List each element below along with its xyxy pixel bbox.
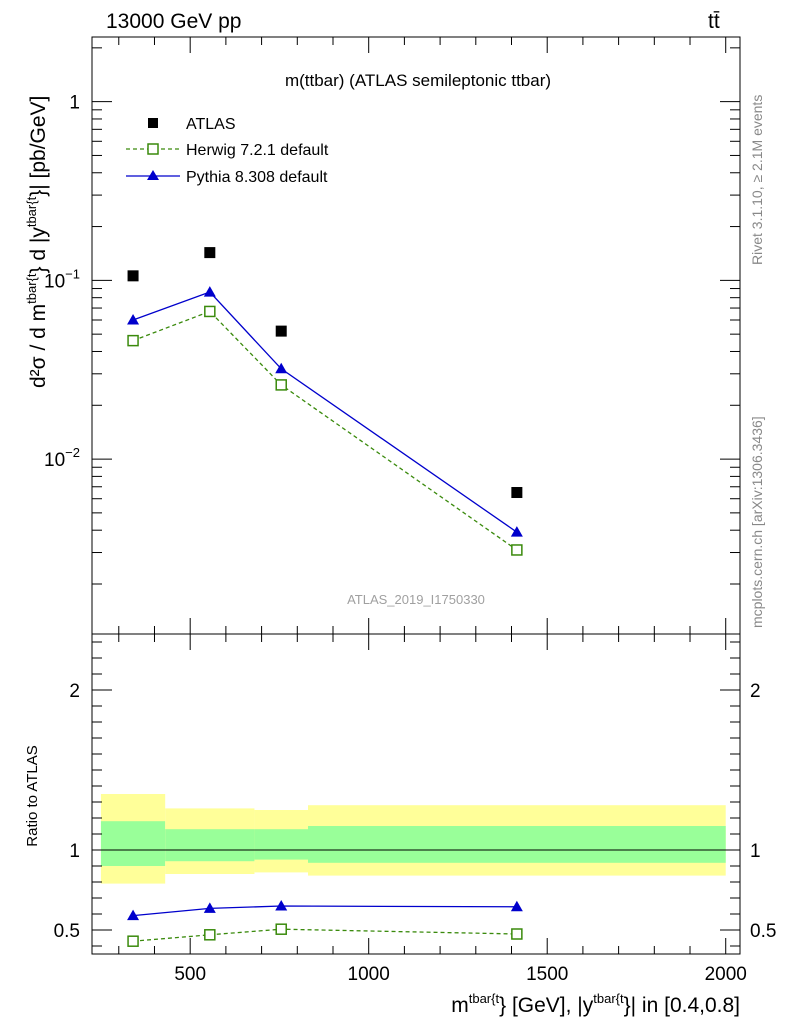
main-pythia-point bbox=[275, 362, 288, 374]
legend-entry-herwig: Herwig 7.2.1 default bbox=[126, 142, 329, 159]
energy-label: 13000 GeV pp bbox=[106, 10, 241, 33]
main-herwig-point bbox=[275, 379, 287, 391]
ratio-y-tick-label-left: 1 bbox=[69, 841, 80, 862]
main-pythia-line bbox=[132, 291, 518, 533]
ratio-uncertainty-bands bbox=[92, 794, 740, 884]
ratio-pythia-line bbox=[132, 905, 517, 917]
ratio-series-group bbox=[127, 900, 523, 947]
legend-marker-atlas bbox=[148, 118, 158, 128]
legend-entry-atlas: ATLAS bbox=[148, 116, 236, 133]
ratio-y-tick-label-right: 2 bbox=[750, 681, 761, 702]
main-y-tick-label: 10−2 bbox=[44, 445, 80, 471]
analysis-watermark: ATLAS_2019_I1750330 bbox=[347, 592, 485, 607]
main-axis-ticks: 1 10−1 10−2 bbox=[44, 37, 740, 634]
ratio-band-inner bbox=[308, 826, 726, 863]
legend-marker-herwig bbox=[147, 143, 159, 155]
main-plot-panel: 1 10−1 10−2 m(ttbar) (ATLAS semileptonic t… bbox=[24, 36, 741, 635]
main-y-tick-label: 10−1 bbox=[44, 266, 80, 292]
main-herwig-point bbox=[204, 305, 216, 318]
main-herwig-point bbox=[127, 334, 139, 347]
main-y-axis-label: d²σ / d mtbar{t} d |ytbar{t}| [pb/GeV] bbox=[24, 96, 50, 388]
ratio-band-inner bbox=[100, 821, 166, 866]
main-pythia-point bbox=[203, 286, 216, 297]
main-pythia-point bbox=[510, 526, 523, 537]
main-series-group bbox=[127, 247, 523, 556]
legend-marker-pythia bbox=[147, 170, 159, 180]
legend-label-atlas: ATLAS bbox=[186, 116, 236, 133]
ratio-band-inner bbox=[165, 829, 255, 862]
ratio-y-tick-label-left: 0.5 bbox=[54, 921, 80, 942]
ratio-herwig-point bbox=[275, 923, 287, 935]
ratio-plot-panel: 0.5 0.5 1 1 2 2 500 1000 1500 2000 Ratio to ATLAS… bbox=[24, 633, 776, 1017]
legend: ATLAS Herwig 7.2.1 default Pythia 8.308 … bbox=[126, 116, 329, 186]
ratio-plot-frame bbox=[91, 633, 741, 955]
legend-label-herwig: Herwig 7.2.1 default bbox=[186, 142, 329, 159]
legend-label-pythia: Pythia 8.308 default bbox=[186, 169, 328, 186]
process-label: tt̄ bbox=[708, 10, 720, 33]
ratio-band-inner bbox=[254, 829, 308, 860]
main-atlas-point bbox=[275, 325, 287, 337]
main-pythia-point bbox=[127, 314, 140, 325]
legend-entry-pythia: Pythia 8.308 default bbox=[126, 169, 328, 186]
ratio-axis-ticks: 0.5 0.5 1 1 2 2 500 1000 1500 2000 bbox=[54, 634, 776, 985]
x-tick-label: 2000 bbox=[705, 964, 747, 985]
x-tick-label: 1500 bbox=[526, 964, 568, 985]
main-atlas-point bbox=[204, 247, 216, 259]
rivet-label: Rivet 3.1.10, ≥ 2.1M events bbox=[749, 95, 765, 265]
ratio-pythia-point bbox=[127, 909, 140, 921]
main-herwig-point bbox=[511, 544, 523, 556]
ratio-herwig-point bbox=[127, 935, 139, 947]
ratio-y-axis-label: Ratio to ATLAS bbox=[24, 745, 41, 846]
plot-title: m(ttbar) (ATLAS semileptonic ttbar) bbox=[285, 71, 551, 90]
main-atlas-point bbox=[127, 270, 139, 282]
ratio-herwig-line bbox=[133, 928, 517, 942]
ratio-y-tick-label-left: 2 bbox=[69, 681, 80, 702]
ratio-y-tick-label-right: 1 bbox=[750, 841, 761, 862]
x-tick-label: 500 bbox=[174, 964, 206, 985]
main-y-tick-label: 1 bbox=[69, 93, 80, 114]
main-herwig-line bbox=[132, 310, 518, 551]
mcplots-label: mcplots.cern.ch [arXiv:1306.3436] bbox=[749, 416, 765, 628]
ratio-pythia-point bbox=[203, 902, 216, 913]
ratio-pythia-point bbox=[510, 900, 523, 912]
x-axis-label: mtbar{t} [GeV], |ytbar{t}| in [0.4,0.8] bbox=[451, 991, 740, 1017]
ratio-herwig-point bbox=[511, 928, 523, 940]
ratio-herwig-point bbox=[204, 929, 216, 941]
main-atlas-point bbox=[511, 487, 523, 499]
ratio-pythia-point bbox=[275, 900, 288, 911]
ratio-y-tick-label-right: 0.5 bbox=[750, 921, 776, 942]
x-tick-label: 1000 bbox=[348, 964, 390, 985]
